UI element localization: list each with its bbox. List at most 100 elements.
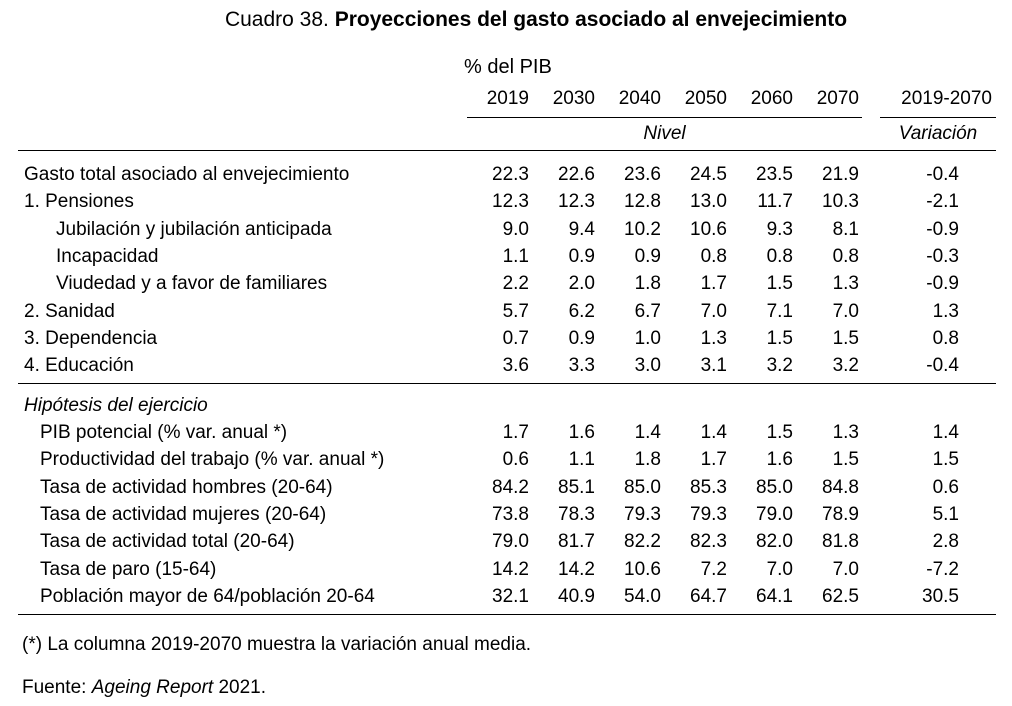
cell-2070: 1.3 (832, 273, 859, 295)
cell-2040: 10.2 (624, 218, 661, 240)
cell-2060: 11.7 (757, 191, 793, 213)
cell-2070: 3.2 (832, 355, 859, 377)
cell-2070: 7.0 (832, 558, 859, 580)
cell-2070: 8.1 (832, 218, 859, 240)
cell-2060: 1.5 (766, 422, 793, 443)
row-label: 3. Dependencia (24, 327, 158, 349)
table-title: Cuadro 38. Proyecciones del gasto asocia… (0, 8, 1012, 32)
cell-variation: 0.6 (932, 476, 959, 498)
table-row: Tasa de actividad mujeres (20-64) 73.8 78.… (0, 504, 1012, 531)
cell-2030: 1.1 (568, 449, 595, 471)
cell-variation: -0.4 (926, 164, 959, 185)
source-note: Fuente: Ageing Report 2021. (22, 677, 266, 699)
source-suffix: 2021. (218, 677, 267, 698)
cell-2040: 82.2 (624, 531, 661, 553)
cell-2070: 84.8 (822, 476, 859, 498)
cell-variation: 5.1 (932, 503, 959, 525)
cell-2030: 14.2 (558, 558, 595, 580)
cell-2050: 82.3 (690, 531, 727, 553)
cell-2040: 0.9 (634, 245, 661, 267)
cell-2030: 0.9 (568, 327, 595, 349)
row-label: Tasa de actividad hombres (20-64) (40, 476, 333, 498)
cell-variation: -0.9 (926, 273, 959, 295)
cell-2040: 10.6 (624, 558, 661, 580)
header-rule-level (467, 117, 862, 118)
cell-2019: 14.2 (492, 558, 529, 580)
cell-2019: 3.6 (502, 355, 529, 377)
section-divider-rule (18, 383, 996, 384)
cell-2019: 22.3 (492, 164, 529, 185)
cell-variation: -7.2 (926, 558, 959, 580)
table-row: Gasto total asociado al envejecimiento 22… (0, 164, 1012, 191)
cell-2050: 85.3 (690, 476, 727, 498)
col-header-2060: 2060 (750, 88, 793, 109)
cell-2070: 7.0 (832, 300, 859, 322)
cell-2070: 10.3 (822, 191, 859, 213)
table-row: 4. Educación 3.6 3.3 3.0 3.1 3.2 3.2 -0.4 (0, 355, 1012, 382)
row-label: Productividad del trabajo (% var. anual … (40, 449, 385, 471)
cell-2040: 79.3 (624, 503, 661, 525)
cell-2060: 7.0 (766, 558, 793, 580)
cell-2070: 1.5 (832, 327, 859, 349)
subheader-level: Nivel (643, 123, 686, 144)
cell-2050: 1.7 (700, 449, 727, 471)
section2-title: Hipótesis del ejercicio (24, 395, 208, 416)
table-row: Productividad del trabajo (% var. anual … (0, 449, 1012, 476)
cell-2050: 3.1 (700, 355, 727, 377)
table-row: Incapacidad 1.1 0.9 0.9 0.8 0.8 0.8 -0.3 (0, 246, 1012, 273)
cell-2040: 54.0 (624, 585, 661, 607)
cell-2060: 79.0 (756, 503, 793, 525)
unit-label: % del PIB (464, 56, 552, 78)
cell-variation: -0.4 (926, 355, 959, 377)
cell-variation: 2.8 (932, 531, 959, 553)
cell-2019: 79.0 (492, 531, 529, 553)
source-italic: Ageing Report (91, 677, 214, 698)
col-header-2040: 2040 (618, 88, 661, 109)
cell-variation: -0.3 (926, 245, 959, 267)
cell-2040: 1.0 (634, 327, 661, 349)
cell-2040: 1.8 (634, 273, 661, 295)
table-row: Tasa de actividad hombres (20-64) 84.2 85.… (0, 477, 1012, 504)
cell-2050: 1.3 (700, 327, 727, 349)
cell-2060: 23.5 (756, 164, 793, 185)
table-row: PIB potencial (% var. anual *) 1.7 1.6 1.4 1… (0, 422, 1012, 449)
cell-2060: 7.1 (766, 300, 793, 322)
row-label: Jubilación y jubilación anticipada (56, 218, 332, 240)
table-row: Tasa de actividad total (20-64) 79.0 81.7 8… (0, 531, 1012, 558)
cell-2050: 0.8 (700, 245, 727, 267)
cell-2019: 32.1 (492, 585, 529, 607)
row-label: Gasto total asociado al envejecimiento (24, 164, 350, 185)
cell-2050: 7.0 (700, 300, 727, 322)
cell-2030: 40.9 (558, 585, 595, 607)
row-label: 2. Sanidad (24, 300, 115, 322)
cell-variation: 1.3 (932, 300, 959, 322)
col-header-2070: 2070 (816, 88, 859, 109)
title-bold: Proyecciones del gasto asociado al envej… (334, 8, 848, 31)
cell-variation: -2.1 (926, 191, 959, 213)
cell-2019: 84.2 (492, 476, 529, 498)
row-label: Tasa de paro (15-64) (40, 558, 217, 580)
table-bottom-rule (18, 614, 996, 615)
cell-2030: 1.6 (568, 422, 595, 443)
table-row: Jubilación y jubilación anticipada 9.0 9.4… (0, 219, 1012, 246)
row-label: Viudedad y a favor de familiares (56, 273, 328, 295)
cell-2070: 1.3 (832, 422, 859, 443)
table-row: 1. Pensiones 12.3 12.3 12.8 13.0 11.7 10.3 -2.1 (0, 191, 1012, 218)
cell-2070: 62.5 (822, 585, 859, 607)
col-header-2019: 2019 (486, 88, 529, 109)
cell-2040: 3.0 (634, 355, 661, 377)
cell-variation: 0.8 (932, 327, 959, 349)
cell-2040: 12.8 (624, 191, 661, 213)
cell-2030: 22.6 (558, 164, 595, 185)
cell-2019: 1.1 (502, 245, 529, 267)
cell-2070: 81.8 (822, 531, 859, 553)
footnote: (*) La columna 2019-2070 muestra la vari… (22, 634, 532, 655)
table-row: 3. Dependencia 0.7 0.9 1.0 1.3 1.5 1.5 0.8 (0, 328, 1012, 355)
cell-2060: 1.6 (766, 449, 793, 471)
col-header-2030: 2030 (552, 88, 595, 109)
row-label: Incapacidad (56, 245, 159, 267)
cell-2070: 21.9 (822, 164, 859, 185)
cell-2030: 6.2 (568, 300, 595, 322)
cell-2050: 64.7 (690, 585, 727, 607)
cell-2050: 7.2 (700, 558, 727, 580)
